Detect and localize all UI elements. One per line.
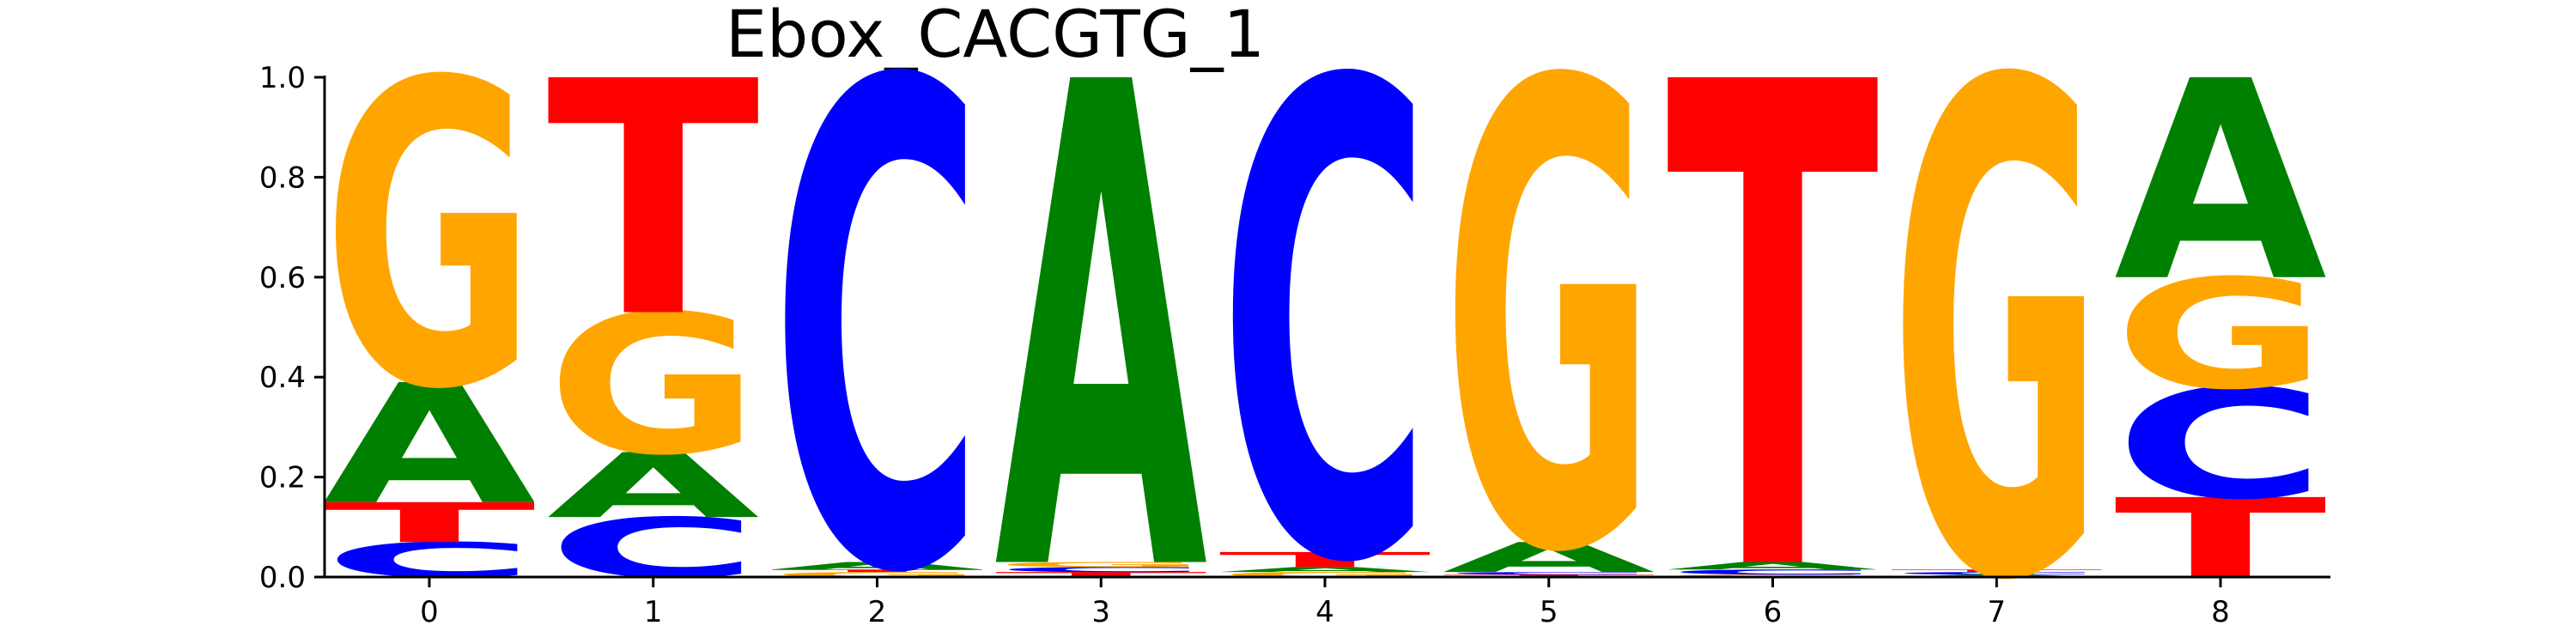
y-tick-label: 0.2 xyxy=(259,461,306,495)
x-tick-label: 2 xyxy=(868,595,887,629)
logo-letter-t: T xyxy=(1667,0,1881,644)
logo-letter-g: G xyxy=(1890,0,2103,644)
logo-letter-g: G xyxy=(323,0,536,481)
logo-letter-c: C xyxy=(1890,571,2103,575)
logo-letter-c: C xyxy=(1443,571,1656,575)
logo-letter-t: T xyxy=(771,568,986,573)
y-tick-label: 0.0 xyxy=(259,561,306,595)
logo-letter-t: T xyxy=(323,491,538,555)
logo-letter-t: T xyxy=(1218,548,1433,572)
y-tick-label: 0.4 xyxy=(259,361,306,395)
x-tick-label: 1 xyxy=(644,595,663,629)
logo-letter-a: A xyxy=(1667,560,1880,572)
logo-letters: CTAGCAGTGTACTCGAGATCTCAGGCATACTGTCGA xyxy=(323,0,2329,644)
logo-letter-t: T xyxy=(547,14,762,389)
logo-letter-g: G xyxy=(547,274,760,498)
axes: 0.0 0.2 0.4 0.6 0.8 1.0 0 1 2 3 4 5 6 7 8 xyxy=(259,61,2330,629)
x-tick-label: 5 xyxy=(1540,595,1558,629)
y-tick-label: 1.0 xyxy=(259,61,306,95)
logo-letter-g: G xyxy=(771,571,984,579)
chart-title: Ebox_CACGTG_1 xyxy=(726,0,1265,72)
y-tick-label: 0.6 xyxy=(259,261,306,295)
logo-letter-a: A xyxy=(2114,23,2329,342)
x-tick-label: 4 xyxy=(1315,595,1334,629)
logo-letter-t: T xyxy=(1890,568,2105,573)
x-tick-label: 7 xyxy=(1987,595,2006,629)
logo-letter-g: G xyxy=(994,561,1207,568)
logo-letter-c: C xyxy=(1667,568,1880,576)
logo-letter-c: C xyxy=(771,0,984,644)
y-tick-label: 0.8 xyxy=(259,161,306,195)
x-tick-label: 3 xyxy=(1091,595,1110,629)
logo-letter-a: A xyxy=(1218,566,1431,574)
logo-letter-a: A xyxy=(323,350,538,542)
x-tick-label: 6 xyxy=(1764,595,1783,629)
logo-letter-a: A xyxy=(547,434,760,538)
logo-letter-g: G xyxy=(1218,571,1431,579)
x-tick-label: 0 xyxy=(420,595,439,629)
logo-letter-a: A xyxy=(994,0,1209,644)
logo-letter-c: C xyxy=(1218,0,1431,644)
logo-letter-t: T xyxy=(994,571,1209,579)
logo-letter-g: G xyxy=(1443,0,1656,644)
logo-letter-c: C xyxy=(2114,357,2327,533)
logo-letter-c: C xyxy=(994,566,1207,574)
logo-letter-a: A xyxy=(771,560,984,572)
logo-letter-a: A xyxy=(1443,534,1656,582)
logo-letter-g: G xyxy=(2114,248,2327,423)
x-tick-label: 8 xyxy=(2211,595,2230,629)
